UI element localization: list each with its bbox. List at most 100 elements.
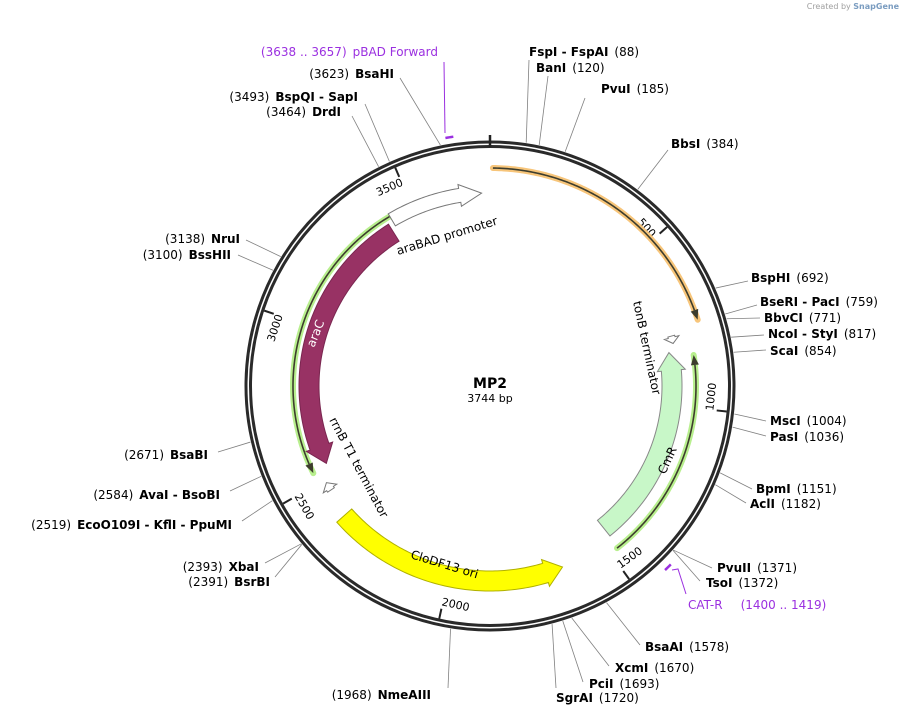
primer-name: pBAD Forward (352, 45, 438, 59)
tick-label: 3000 (265, 313, 286, 344)
feature-label-rrnb-t1-terminator[interactable]: rrnB T1 terminator (326, 415, 391, 520)
enzyme-name: PasI (770, 430, 799, 444)
primer-range: (1400 .. 1419) (740, 598, 827, 612)
enzyme-label[interactable]: MscI (1004) (770, 414, 853, 428)
enzyme-position: (1371) (757, 561, 797, 575)
enzyme-name: BsrBI (234, 575, 270, 589)
enzyme-leader-line (571, 617, 610, 667)
enzyme-label[interactable]: (3464) DrdI (260, 105, 341, 119)
orf-green-arrow-right (616, 364, 697, 549)
enzyme-position: (2671) (124, 448, 164, 462)
enzyme-label[interactable]: (2393) XbaI (177, 560, 259, 574)
enzyme-label[interactable]: PvuI (185) (601, 82, 675, 96)
enzyme-position: (1670) (654, 661, 695, 675)
enzyme-position: (88) (614, 45, 640, 59)
enzyme-position: (185) (636, 82, 669, 96)
enzyme-label[interactable]: BanI (120) (536, 61, 611, 75)
enzyme-label[interactable]: SgrAI (1720) (556, 691, 645, 705)
enzyme-position: (1182) (780, 497, 821, 511)
enzyme-name: SgrAI (556, 691, 593, 705)
enzyme-position: (3100) (142, 248, 183, 262)
enzyme-label[interactable]: BspHI (692) (751, 271, 835, 285)
enzyme-label[interactable]: (3138) NruI (159, 232, 240, 246)
enzyme-label[interactable]: XcmI (1670) (615, 661, 700, 675)
enzyme-label[interactable]: PvuII (1371) (717, 561, 803, 575)
plasmid-backbone (244, 135, 736, 632)
enzyme-leader-line (719, 472, 753, 490)
enzyme-position: (384) (706, 137, 739, 151)
enzyme-label[interactable]: (2584) AvaI - BsoBI (87, 488, 220, 502)
primer-range: (3638 .. 3657) (260, 45, 347, 59)
enzyme-label[interactable]: PciI (1693) (589, 677, 665, 691)
enzyme-name: BsaAI (645, 640, 684, 654)
plasmid-name: MP2 (473, 376, 507, 392)
enzyme-leader-line (732, 426, 767, 437)
enzyme-leader-line (551, 624, 557, 689)
enzyme-position: (759) (845, 295, 878, 309)
enzyme-position: (2391) (188, 575, 229, 589)
enzyme-label[interactable]: BpmI (1151) (756, 482, 843, 496)
enzyme-label[interactable]: (3100) BssHII (137, 248, 231, 262)
enzyme-leader-line (637, 149, 669, 190)
primer-name: CAT-R (688, 598, 723, 612)
tick-mark (394, 167, 401, 178)
tick-mark (282, 497, 293, 505)
enzyme-label[interactable]: BsaAI (1578) (645, 640, 735, 654)
enzyme-label[interactable]: FspI - FspAI (88) (529, 45, 645, 59)
enzyme-label[interactable]: (3623) BsaHI (303, 67, 394, 81)
orf-green-arrow-left-arrowhead (305, 462, 314, 474)
enzyme-leader-line (564, 97, 586, 152)
enzyme-position: (2519) (31, 518, 72, 532)
enzyme-label[interactable]: PasI (1036) (770, 430, 850, 444)
enzyme-label[interactable]: BseRI - PacI (759) (760, 295, 884, 309)
enzyme-label[interactable]: AclI (1182) (750, 497, 827, 511)
feature-rrnb-terminator-arrow (322, 482, 339, 494)
enzyme-name: BsaHI (355, 67, 394, 81)
tick-mark (263, 309, 275, 315)
enzyme-label[interactable]: TsoI (1372) (706, 576, 784, 590)
primer-label-pbad-forward[interactable]: (3638 .. 3657) pBAD Forward (255, 45, 438, 59)
primer-label-cat-r[interactable]: CAT-R (1400 .. 1419) (688, 598, 832, 612)
orf-orange-arrow-arrowhead (690, 308, 699, 320)
enzyme-leader-line (726, 317, 761, 320)
enzyme-label[interactable]: (2391) BsrBI (182, 575, 270, 589)
enzyme-leader-line (715, 484, 747, 504)
tick-label: 2000 (441, 595, 471, 614)
enzyme-leader-line (733, 349, 767, 353)
enzyme-label[interactable]: (3493) BspQI - SapI (223, 90, 358, 104)
enzyme-label[interactable]: BbsI (384) (671, 137, 745, 151)
enzyme-name: BspQI - SapI (275, 90, 358, 104)
enzyme-position: (3623) (309, 67, 350, 81)
enzyme-position: (1968) (331, 688, 372, 702)
enzyme-position: (771) (808, 311, 842, 325)
enzyme-label[interactable]: (2671) BsaBI (118, 448, 208, 462)
enzyme-position: (2393) (182, 560, 223, 574)
enzyme-name: BseRI - PacI (760, 295, 840, 309)
tick-label: 3500 (374, 176, 405, 199)
enzyme-name: BbvCI (764, 311, 803, 325)
enzyme-label[interactable]: (1968) NmeAIII (326, 688, 431, 702)
snapgene-watermark: Created by SnapGene (807, 2, 899, 11)
enzyme-leader-line (447, 628, 451, 689)
enzyme-position: (854) (804, 344, 837, 358)
feature-label-arabad-promoter[interactable]: araBAD promoter (395, 214, 499, 258)
enzyme-label[interactable]: NcoI - StyI (817) (768, 327, 882, 341)
enzyme-leader-line (237, 254, 274, 271)
enzyme-leader-line (364, 103, 390, 162)
enzyme-name: AvaI - BsoBI (139, 488, 220, 502)
tick-label: 2500 (292, 491, 317, 522)
enzyme-leader-line (264, 543, 302, 564)
enzyme-label[interactable]: ScaI (854) (770, 344, 843, 358)
feature-clodf13-ori-arrow (336, 508, 564, 592)
enzyme-name: EcoO109I - KflI - PpuMI (77, 518, 232, 532)
orf-orange-arrow (492, 167, 696, 311)
enzyme-label[interactable]: (2519) EcoO109I - KflI - PpuMI (25, 518, 232, 532)
enzyme-position: (1372) (738, 576, 779, 590)
enzyme-name: TsoI (706, 576, 733, 590)
tick-mark (622, 570, 630, 580)
feature-label-tonb-terminator[interactable]: tonB terminator (630, 300, 664, 396)
enzyme-name: NmeAIII (377, 688, 431, 702)
enzyme-label[interactable]: BbvCI (771) (764, 311, 847, 325)
enzyme-position: (3138) (165, 232, 206, 246)
